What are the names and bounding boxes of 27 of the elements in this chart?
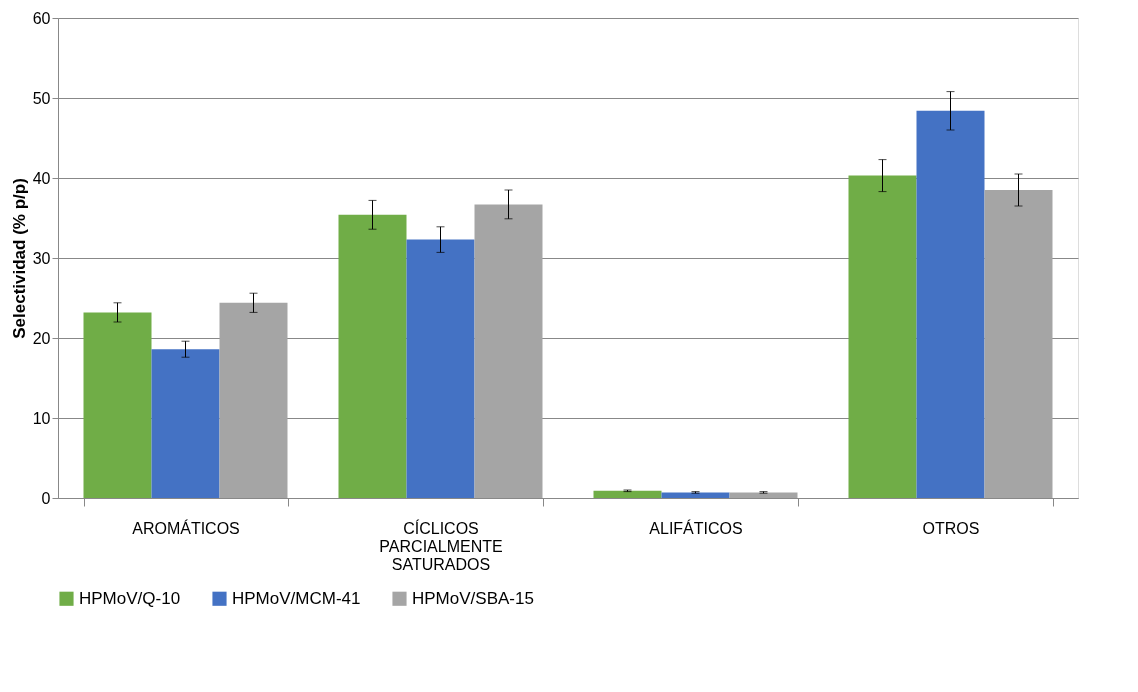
bar	[338, 214, 407, 498]
y-tick-label: 20	[32, 329, 51, 347]
y-tick-label: 40	[32, 169, 51, 187]
y-tick-label: 10	[32, 409, 51, 427]
y-tick-label: 60	[32, 9, 51, 27]
y-tick-label: 30	[32, 249, 51, 267]
x-tick-label: AROMÁTICOS	[132, 518, 240, 537]
bar	[661, 492, 730, 498]
y-tick-label: 0	[41, 489, 51, 507]
bar	[151, 349, 220, 498]
bar	[406, 239, 475, 498]
bar	[83, 312, 152, 498]
bar	[219, 302, 288, 498]
x-tick-label: CÍCLICOS PARCIALMENTE SATURADOS	[379, 518, 503, 573]
legend-label: HPMoV/Q-10	[79, 588, 181, 608]
x-tick-label: OTROS	[922, 519, 980, 537]
bar	[474, 204, 543, 498]
legend-label: HPMoV/MCM-41	[232, 588, 361, 608]
bar	[848, 175, 917, 498]
bar	[729, 492, 798, 498]
bar	[593, 490, 662, 498]
bar	[984, 190, 1053, 498]
legend-label: HPMoV/SBA-15	[412, 588, 534, 608]
bar	[916, 110, 985, 498]
x-tick-label: ALIFÁTICOS	[649, 518, 743, 537]
y-tick-label: 50	[32, 89, 51, 107]
y-axis-title: Selectividad (% p/p)	[9, 178, 29, 339]
